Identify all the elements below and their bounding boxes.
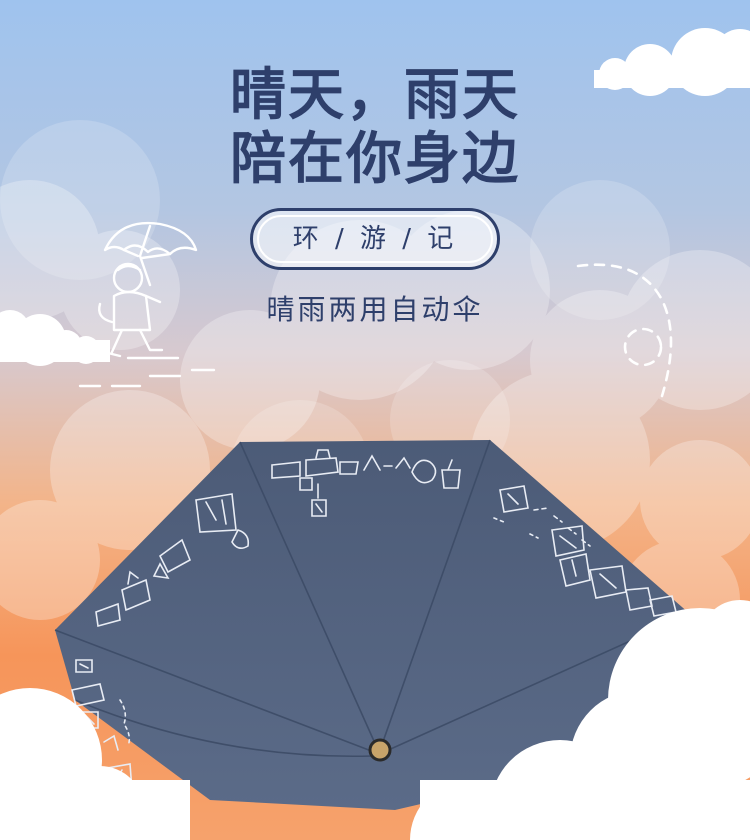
series-name: 环 / 游 / 记 [292,224,458,254]
umbrella-traveler-icon [98,221,198,358]
cloud-front-right [410,600,750,840]
cloud-top-right [594,28,750,96]
headline-line-2: 陪在你身边 [230,127,520,192]
dashed-flight-path [576,263,673,398]
ground-dashes-left [78,356,216,388]
cloud-front-left [0,688,190,840]
product-subtitle: 晴雨两用自动伞 [266,293,484,326]
series-badge: 环 / 游 / 记 [250,208,500,270]
cloud-left [0,310,110,366]
wooden-tip-cap [368,738,392,762]
headline-line-1: 晴天，雨天 [230,63,520,128]
series-badge-inner-border [257,215,493,263]
